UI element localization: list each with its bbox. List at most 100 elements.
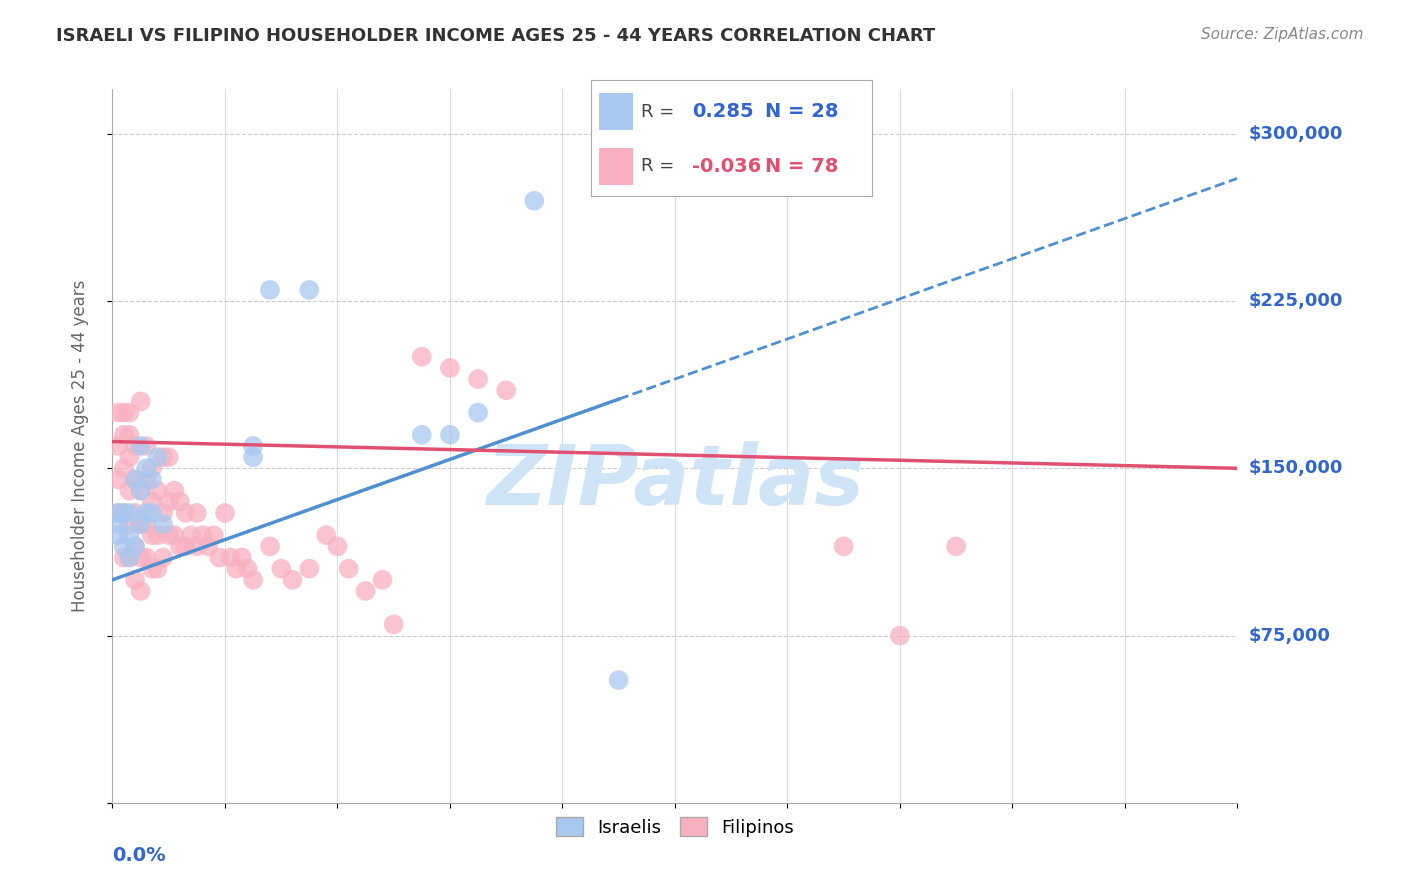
Point <box>889 628 911 642</box>
Point <box>163 528 186 542</box>
Text: ZIPatlas: ZIPatlas <box>486 442 863 522</box>
Bar <box>599 93 633 130</box>
Point <box>152 516 174 531</box>
Point <box>146 528 169 542</box>
Text: 0.285: 0.285 <box>692 102 754 121</box>
Text: ISRAELI VS FILIPINO HOUSEHOLDER INCOME AGES 25 - 44 YEARS CORRELATION CHART: ISRAELI VS FILIPINO HOUSEHOLDER INCOME A… <box>56 27 935 45</box>
Point <box>129 483 152 498</box>
Point <box>174 506 197 520</box>
Point <box>118 550 141 565</box>
Point <box>129 583 152 598</box>
Point <box>124 506 146 520</box>
Point <box>124 573 146 587</box>
Point <box>107 528 129 542</box>
Point <box>208 550 231 565</box>
Point <box>354 583 377 598</box>
Point <box>157 494 180 508</box>
Point <box>124 439 146 453</box>
Text: N = 28: N = 28 <box>765 102 838 121</box>
Point <box>219 550 242 565</box>
Point <box>141 562 163 576</box>
Point <box>371 573 394 587</box>
Point <box>129 550 152 565</box>
Point <box>163 483 186 498</box>
Point <box>214 506 236 520</box>
Point <box>157 528 180 542</box>
Point <box>242 450 264 464</box>
Point <box>107 506 129 520</box>
Point <box>135 461 157 475</box>
Point <box>259 539 281 553</box>
Point <box>135 516 157 531</box>
Point <box>382 617 405 632</box>
Point <box>141 494 163 508</box>
Point <box>439 360 461 375</box>
Point <box>118 550 141 565</box>
Point <box>832 539 855 553</box>
Point <box>118 506 141 520</box>
Point <box>141 506 163 520</box>
Point <box>135 550 157 565</box>
Point <box>411 427 433 442</box>
Text: $150,000: $150,000 <box>1249 459 1343 477</box>
Point <box>146 483 169 498</box>
Point <box>129 394 152 409</box>
Point <box>107 405 129 419</box>
Point <box>523 194 546 208</box>
Point <box>152 450 174 464</box>
Point <box>197 539 219 553</box>
Point <box>112 506 135 520</box>
Point <box>242 573 264 587</box>
Point <box>129 483 152 498</box>
Point <box>242 439 264 453</box>
Point <box>945 539 967 553</box>
Point <box>236 562 259 576</box>
Point <box>607 673 630 687</box>
Point <box>225 562 247 576</box>
Point <box>231 550 253 565</box>
Point <box>112 506 135 520</box>
Point <box>467 405 489 419</box>
Point <box>186 539 208 553</box>
Point <box>107 472 129 486</box>
Point <box>118 405 141 419</box>
Point <box>112 461 135 475</box>
Point <box>326 539 349 553</box>
Point <box>270 562 292 576</box>
Point <box>118 450 141 464</box>
Point <box>129 516 152 531</box>
Point <box>135 439 157 453</box>
Text: N = 78: N = 78 <box>765 157 838 176</box>
Point <box>281 573 304 587</box>
Point <box>146 562 169 576</box>
Point <box>202 528 225 542</box>
Point <box>118 528 141 542</box>
Point <box>118 427 141 442</box>
Point <box>152 550 174 565</box>
Point <box>411 350 433 364</box>
Point <box>118 516 141 531</box>
Text: -0.036: -0.036 <box>692 157 761 176</box>
Text: Source: ZipAtlas.com: Source: ZipAtlas.com <box>1201 27 1364 42</box>
Bar <box>599 147 633 185</box>
Y-axis label: Householder Income Ages 25 - 44 years: Householder Income Ages 25 - 44 years <box>70 280 89 612</box>
Point <box>186 506 208 520</box>
Point <box>298 562 321 576</box>
Text: $75,000: $75,000 <box>1249 626 1330 645</box>
Point <box>495 383 517 397</box>
Point <box>146 450 169 464</box>
Point <box>169 539 191 553</box>
Point <box>337 562 360 576</box>
Point <box>467 372 489 386</box>
Point <box>124 472 146 486</box>
Text: $225,000: $225,000 <box>1249 292 1343 310</box>
Text: R =: R = <box>641 157 681 175</box>
Point <box>118 483 141 498</box>
Point <box>129 516 152 531</box>
Legend: Israelis, Filipinos: Israelis, Filipinos <box>548 810 801 844</box>
Point <box>129 439 152 453</box>
Point <box>107 506 129 520</box>
Text: $300,000: $300,000 <box>1249 125 1343 143</box>
Point <box>107 516 129 531</box>
Point <box>135 506 157 520</box>
